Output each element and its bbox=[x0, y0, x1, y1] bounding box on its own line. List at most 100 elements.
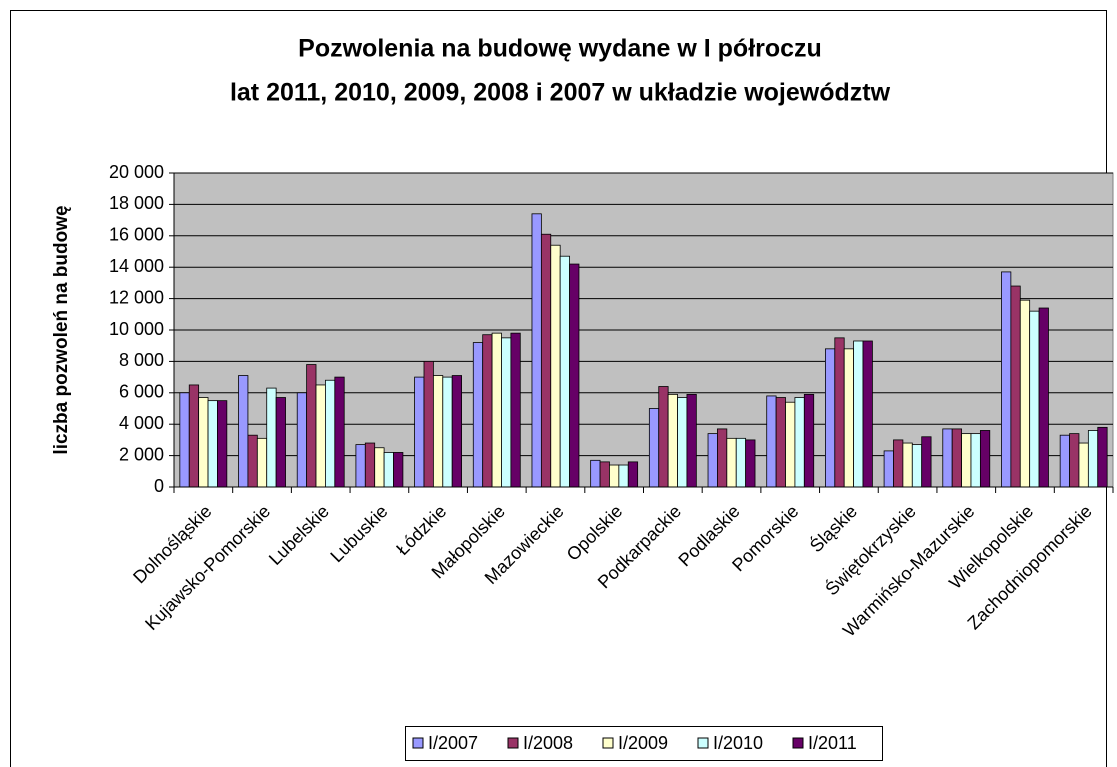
legend-label: I/2009 bbox=[618, 733, 668, 753]
bar bbox=[911, 444, 923, 488]
bar bbox=[531, 213, 542, 488]
bar bbox=[266, 387, 277, 488]
y-tick-label: 18 000 bbox=[109, 193, 164, 213]
bar bbox=[275, 397, 286, 488]
legend-label: I/2011 bbox=[808, 733, 857, 753]
bar bbox=[432, 375, 444, 488]
legend-label: I/2010 bbox=[713, 733, 763, 753]
bar bbox=[1078, 442, 1089, 488]
bar bbox=[745, 439, 756, 488]
bar bbox=[491, 332, 502, 488]
bar bbox=[834, 337, 845, 488]
bar bbox=[510, 332, 521, 488]
bar bbox=[717, 428, 728, 488]
bar bbox=[414, 376, 425, 488]
bar bbox=[364, 442, 376, 488]
chart-title: Pozwolenia na budowę wydane w I półroczu bbox=[298, 35, 822, 63]
bar bbox=[951, 428, 962, 488]
bar bbox=[198, 397, 209, 488]
y-tick-label: 0 bbox=[154, 476, 164, 496]
bar bbox=[893, 439, 904, 488]
bar bbox=[979, 430, 991, 488]
bar bbox=[334, 376, 345, 488]
y-tick-label: 20 000 bbox=[109, 162, 164, 182]
bar bbox=[550, 244, 561, 488]
bar bbox=[1010, 285, 1021, 488]
bar bbox=[599, 461, 610, 488]
bar bbox=[451, 375, 462, 488]
bar bbox=[825, 348, 836, 488]
bar bbox=[482, 334, 493, 488]
bar bbox=[970, 433, 981, 488]
bar bbox=[803, 393, 815, 488]
bar bbox=[559, 255, 570, 488]
bar bbox=[383, 452, 394, 488]
bar bbox=[618, 464, 629, 488]
bar bbox=[853, 340, 864, 488]
bar bbox=[355, 444, 366, 488]
bar bbox=[766, 395, 777, 488]
bar bbox=[843, 348, 855, 488]
bar bbox=[247, 434, 258, 488]
bar bbox=[442, 376, 453, 488]
bar bbox=[540, 233, 552, 488]
bar bbox=[609, 464, 620, 488]
bar bbox=[942, 428, 953, 488]
bar bbox=[1087, 430, 1099, 488]
bar bbox=[1019, 299, 1031, 488]
bar bbox=[315, 384, 326, 488]
bar bbox=[1097, 426, 1108, 488]
y-tick-label: 4 000 bbox=[119, 413, 164, 433]
bar bbox=[627, 461, 639, 488]
bar bbox=[1069, 433, 1080, 488]
bar bbox=[735, 437, 747, 488]
legend-swatch bbox=[697, 737, 709, 749]
bar bbox=[325, 379, 336, 488]
bar bbox=[590, 459, 601, 488]
y-tick-label: 8 000 bbox=[119, 350, 164, 370]
legend-box bbox=[405, 726, 883, 761]
bar bbox=[667, 393, 678, 488]
bar bbox=[374, 447, 385, 488]
y-tick-label: 16 000 bbox=[109, 225, 164, 245]
bar bbox=[306, 364, 317, 488]
bar bbox=[785, 401, 796, 488]
chart-title: lat 2011, 2010, 2009, 2008 i 2007 w ukła… bbox=[230, 79, 891, 107]
bar bbox=[472, 342, 484, 488]
bar bbox=[188, 384, 200, 488]
legend-swatch bbox=[412, 737, 424, 749]
legend-swatch bbox=[507, 737, 519, 749]
y-tick-label: 10 000 bbox=[109, 319, 164, 339]
bar bbox=[658, 386, 669, 488]
bar bbox=[423, 360, 434, 488]
bar bbox=[862, 340, 873, 488]
bar bbox=[217, 400, 228, 488]
legend-label: I/2008 bbox=[523, 733, 573, 753]
bar bbox=[1029, 310, 1040, 488]
bar bbox=[648, 408, 660, 488]
y-tick-label: 14 000 bbox=[109, 256, 164, 276]
bar bbox=[393, 452, 404, 488]
bar bbox=[569, 263, 580, 488]
y-tick-label: 12 000 bbox=[109, 287, 164, 307]
y-tick-label: 6 000 bbox=[119, 382, 164, 402]
bar bbox=[794, 397, 805, 488]
y-axis-label: liczba pozwoleń na budowę bbox=[51, 205, 72, 454]
y-tick-label: 2 000 bbox=[119, 444, 164, 464]
legend-swatch bbox=[602, 737, 614, 749]
bar bbox=[883, 450, 894, 488]
bar bbox=[1001, 271, 1012, 488]
bar bbox=[902, 442, 913, 488]
bar bbox=[775, 397, 786, 488]
legend-swatch bbox=[792, 737, 804, 749]
legend-label: I/2007 bbox=[428, 733, 478, 753]
bar bbox=[179, 392, 190, 488]
bar bbox=[726, 437, 737, 488]
bar bbox=[961, 433, 972, 488]
bar bbox=[677, 397, 688, 488]
bar bbox=[501, 337, 512, 488]
bar bbox=[1038, 307, 1049, 488]
bar bbox=[1059, 434, 1070, 488]
bar bbox=[707, 433, 718, 488]
